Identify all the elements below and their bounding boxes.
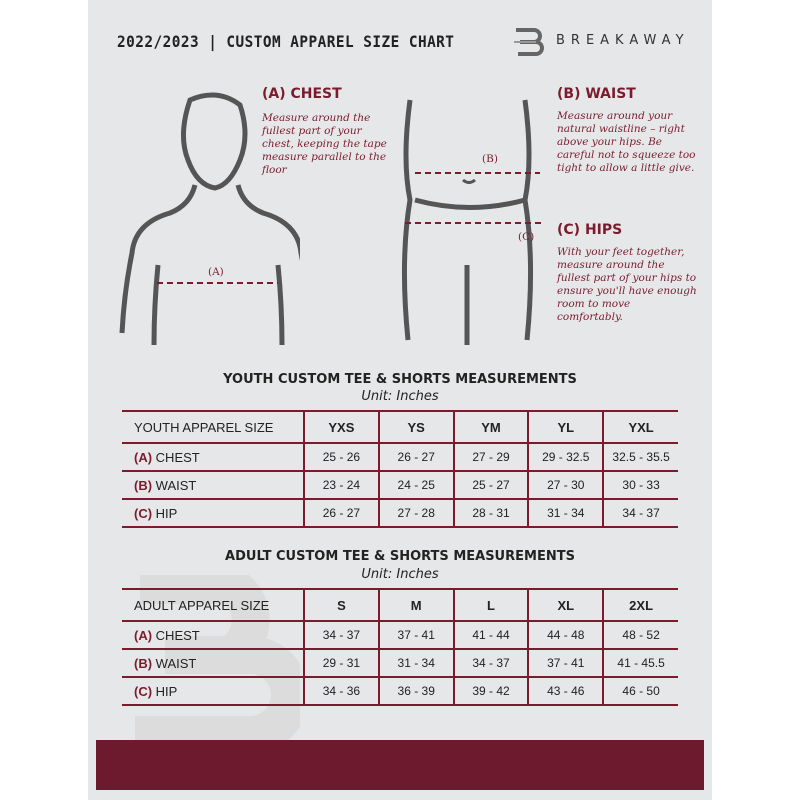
measure-value: 43 - 46	[527, 676, 604, 706]
youth-size-table: YOUTH APPAREL SIZE YXS YS YM YL YXL (A) CHEST 2…	[122, 410, 678, 528]
size-header: YOUTH APPAREL SIZE	[122, 410, 304, 444]
lower-body-figure	[401, 99, 545, 345]
measure-label: (B) WAIST	[122, 648, 304, 678]
table-row: (B) WAIST 29 - 31 31 - 34 34 - 37 37 - 41 41 …	[122, 648, 678, 678]
measure-label: (C) HIP	[122, 498, 304, 528]
measure-value: 25 - 27	[452, 470, 529, 500]
size-header: ADULT APPAREL SIZE	[122, 588, 304, 622]
measure-value: 29 - 32.5	[527, 442, 604, 472]
measure-letter: (B)	[134, 477, 153, 493]
table-header-row: YOUTH APPAREL SIZE YXS YS YM YL YXL	[122, 410, 678, 444]
size-label: YS	[377, 410, 454, 444]
table-row: (C) HIP 26 - 27 27 - 28 28 - 31 31 - 34 34 - …	[122, 498, 678, 528]
upper-body-figure	[119, 92, 300, 346]
size-label: YM	[452, 410, 529, 444]
page-title: 2022/2023 | CUSTOM APPAREL SIZE CHART	[117, 32, 455, 51]
measure-value: 28 - 31	[452, 498, 529, 528]
chest-instructions: Measure around the fullest part of your …	[262, 112, 387, 176]
measure-label: (A) CHEST	[122, 442, 304, 472]
footer-band	[96, 740, 704, 790]
measure-value: 23 - 24	[303, 470, 379, 500]
measure-value: 32.5 - 35.5	[602, 442, 678, 472]
measure-value: 31 - 34	[377, 648, 454, 678]
measure-value: 34 - 37	[452, 648, 529, 678]
measure-name: WAIST	[155, 477, 197, 493]
waist-heading: (B) WAIST	[557, 86, 636, 102]
table-row: (A) CHEST 25 - 26 26 - 27 27 - 29 29 - 32.5 3…	[122, 442, 678, 472]
measure-value: 26 - 27	[377, 442, 454, 472]
measure-value: 27 - 30	[527, 470, 604, 500]
measure-value: 25 - 26	[303, 442, 379, 472]
size-label: YL	[527, 410, 604, 444]
chest-marker: (A)	[208, 266, 224, 278]
table-row: (A) CHEST 34 - 37 37 - 41 41 - 44 44 - 48 48 …	[122, 620, 678, 650]
measure-value: 41 - 44	[452, 620, 529, 650]
measure-value: 39 - 42	[452, 676, 529, 706]
measure-letter: (C)	[134, 683, 153, 699]
size-label: XL	[527, 588, 604, 622]
measure-value: 48 - 52	[602, 620, 678, 650]
hips-heading: (C) HIPS	[557, 222, 623, 238]
size-label: S	[303, 588, 379, 622]
adult-section-title: ADULT CUSTOM TEE & SHORTS MEASUREMENTS	[225, 549, 575, 564]
size-label: M	[377, 588, 454, 622]
brand-name: BREAKAWAY	[556, 33, 690, 48]
breakaway-logo-icon	[514, 28, 544, 56]
size-label: YXS	[303, 410, 379, 444]
measure-value: 27 - 28	[377, 498, 454, 528]
measure-name: HIP	[155, 505, 178, 521]
measure-label: (A) CHEST	[122, 620, 304, 650]
table-row: (B) WAIST 23 - 24 24 - 25 25 - 27 27 - 30 30 …	[122, 470, 678, 500]
measure-value: 36 - 39	[377, 676, 454, 706]
hips-marker: (C)	[518, 231, 535, 243]
size-label: YXL	[602, 410, 678, 444]
measure-letter: (C)	[134, 505, 153, 521]
measure-letter: (B)	[134, 655, 153, 671]
measure-value: 37 - 41	[377, 620, 454, 650]
hips-instructions: With your feet together, measure around …	[557, 246, 697, 323]
measure-value: 46 - 50	[602, 676, 678, 706]
measure-name: CHEST	[155, 627, 200, 643]
measure-name: CHEST	[155, 449, 200, 465]
measure-value: 31 - 34	[527, 498, 604, 528]
measure-value: 34 - 37	[602, 498, 678, 528]
measure-value: 44 - 48	[527, 620, 604, 650]
measure-letter: (A)	[134, 627, 153, 643]
measure-value: 24 - 25	[377, 470, 454, 500]
youth-unit: Unit: Inches	[361, 389, 439, 404]
measure-value: 30 - 33	[602, 470, 678, 500]
chest-heading: (A) CHEST	[262, 86, 342, 102]
table-header-row: ADULT APPAREL SIZE S M L XL 2XL	[122, 588, 678, 622]
measure-label: (B) WAIST	[122, 470, 304, 500]
adult-unit: Unit: Inches	[361, 567, 439, 582]
youth-section-title: YOUTH CUSTOM TEE & SHORTS MEASUREMENTS	[223, 372, 577, 387]
waist-marker: (B)	[482, 153, 498, 165]
size-label: 2XL	[602, 588, 678, 622]
measure-name: HIP	[155, 683, 178, 699]
waist-instructions: Measure around your natural waistline – …	[557, 110, 696, 174]
measure-value: 41 - 45.5	[602, 648, 678, 678]
measure-value: 27 - 29	[452, 442, 529, 472]
measure-value: 26 - 27	[303, 498, 379, 528]
table-row: (C) HIP 34 - 36 36 - 39 39 - 42 43 - 46 46 - …	[122, 676, 678, 706]
measure-value: 34 - 37	[303, 620, 379, 650]
measure-value: 37 - 41	[527, 648, 604, 678]
measure-label: (C) HIP	[122, 676, 304, 706]
measure-value: 29 - 31	[303, 648, 379, 678]
adult-size-table: ADULT APPAREL SIZE S M L XL 2XL (A) CHEST 34 - …	[122, 588, 678, 706]
measure-value: 34 - 36	[303, 676, 379, 706]
measure-name: WAIST	[155, 655, 197, 671]
size-label: L	[452, 588, 529, 622]
measure-letter: (A)	[134, 449, 153, 465]
